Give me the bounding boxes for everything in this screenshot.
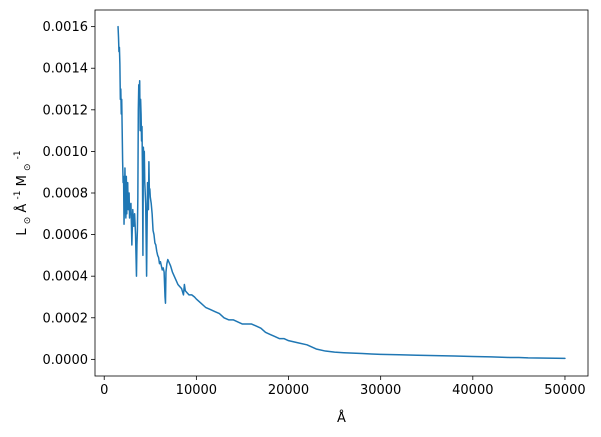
series-line: [117, 25, 566, 360]
x-tick-label: 50000: [544, 383, 585, 398]
x-tick-label: 20000: [268, 383, 309, 398]
y-tick-label: 0.0008: [43, 187, 89, 202]
y-axis-label-sub2: ⊙: [23, 163, 33, 171]
y-tick-label: 0.0004: [43, 270, 89, 285]
y-tick-label: 0.0002: [43, 311, 89, 326]
y-axis-label-sup2: -1: [13, 150, 23, 159]
y-tick-label: 0.0014: [43, 62, 89, 77]
y-tick-label: 0.0016: [43, 20, 89, 35]
x-tick-label: 10000: [176, 383, 217, 398]
plot-frame: [94, 9, 589, 377]
x-tick-label: 40000: [452, 383, 493, 398]
x-tick-label: 30000: [360, 383, 401, 398]
y-axis-label-main: L: [15, 228, 30, 236]
x-tick-label: 0: [100, 383, 108, 398]
y-tick-label: 0.0006: [43, 228, 89, 243]
y-tick-label: 0.0012: [43, 103, 89, 118]
y-tick-label: 0.0000: [43, 353, 89, 368]
y-axis-label-mid: Å: [14, 204, 30, 213]
y-axis-label-tail: M: [15, 175, 30, 186]
y-axis: 0.0000 0.0002 0.0004 0.0006 0.0008 0.0010 0.00…: [43, 20, 95, 368]
x-axis: 0 10000 20000 30000 40000 50000: [100, 376, 586, 398]
y-axis-label-sup: -1: [13, 191, 23, 200]
x-axis-label: Å: [337, 410, 346, 426]
y-axis-label: L ⊙ Å -1 M ⊙ -1: [9, 150, 34, 235]
y-axis-label-sub1: ⊙: [23, 217, 33, 225]
y-tick-label: 0.0010: [43, 145, 89, 160]
